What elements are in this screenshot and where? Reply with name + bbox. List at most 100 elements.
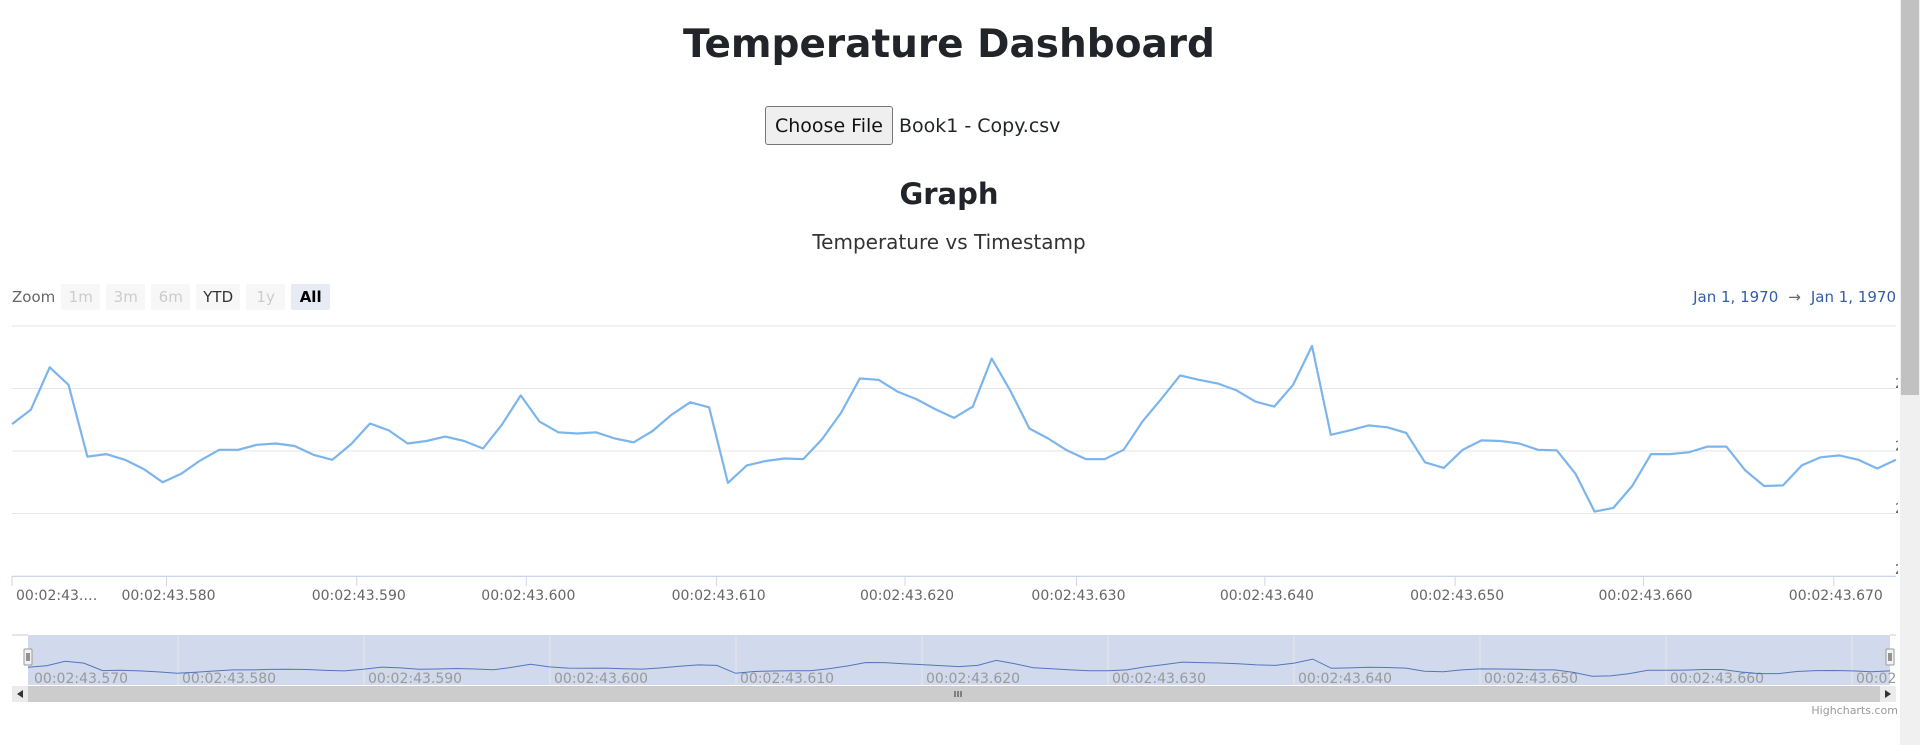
data-point[interactable] [29,408,33,412]
data-point[interactable] [443,435,447,439]
data-point[interactable] [519,393,523,397]
data-point[interactable] [952,416,956,420]
data-point[interactable] [1084,457,1088,461]
data-point[interactable] [1517,442,1521,446]
data-point[interactable] [594,430,598,434]
navigator-handle-left[interactable] [24,649,32,665]
data-point[interactable] [971,405,975,409]
data-point[interactable] [406,442,410,446]
data-point[interactable] [311,453,315,457]
data-point[interactable] [67,383,71,387]
range-button-3m[interactable]: 3m [106,284,145,310]
data-point[interactable] [1442,466,1446,470]
data-point[interactable] [1536,448,1540,452]
data-point[interactable] [368,422,372,426]
data-point[interactable] [1781,483,1785,487]
data-point[interactable] [1329,433,1333,437]
data-point[interactable] [990,357,994,361]
data-point[interactable] [1027,427,1031,431]
data-point[interactable] [1385,425,1389,429]
data-point[interactable] [142,467,146,471]
data-point[interactable] [914,397,918,401]
data-point[interactable] [198,458,202,462]
data-point[interactable] [85,455,89,459]
data-point[interactable] [1216,382,1220,386]
data-point[interactable] [424,439,428,443]
data-point[interactable] [1348,428,1352,432]
data-point[interactable] [1178,373,1182,377]
data-point[interactable] [933,407,937,411]
data-point[interactable] [1366,423,1370,427]
data-point[interactable] [1819,455,1823,459]
data-point[interactable] [236,448,240,452]
data-point[interactable] [1706,445,1710,449]
navigator-handle-right[interactable] [1886,649,1894,665]
data-point[interactable] [1009,389,1013,393]
data-point[interactable] [575,432,579,436]
data-point[interactable] [1197,378,1201,382]
data-point[interactable] [1480,438,1484,442]
data-point[interactable] [1103,457,1107,461]
data-point[interactable] [1649,452,1653,456]
data-point[interactable] [538,420,542,424]
data-point[interactable] [1461,448,1465,452]
data-point[interactable] [556,430,560,434]
data-point[interactable] [1800,463,1804,467]
data-point[interactable] [10,422,14,426]
data-point[interactable] [839,411,843,415]
data-point[interactable] [1611,506,1615,510]
data-point[interactable] [1630,484,1634,488]
data-point[interactable] [1122,448,1126,452]
data-point[interactable] [782,457,786,461]
data-point[interactable] [293,444,297,448]
data-point[interactable] [726,481,730,485]
data-point[interactable] [1875,467,1879,471]
data-point[interactable] [1574,472,1578,476]
data-point[interactable] [764,459,768,463]
data-point[interactable] [632,440,636,444]
navigator-handle-right-grip[interactable] [1886,649,1894,665]
navigator-handle-left-grip[interactable] [24,649,32,665]
range-to-date[interactable]: Jan 1, 1970 [1811,288,1896,306]
chart-scrollbar-thumb[interactable] [28,686,1880,702]
data-point[interactable] [1065,448,1069,452]
data-point[interactable] [877,378,881,382]
data-point[interactable] [481,447,485,451]
data-point[interactable] [651,429,655,433]
data-point[interactable] [1894,458,1898,462]
data-point[interactable] [104,452,108,456]
data-point[interactable] [1837,453,1841,457]
data-point[interactable] [1404,431,1408,435]
data-point[interactable] [274,442,278,446]
data-point[interactable] [462,439,466,443]
data-point[interactable] [330,458,334,462]
data-point[interactable] [1046,437,1050,441]
data-point[interactable] [1423,460,1427,464]
page-scrollbar[interactable] [1900,0,1920,745]
range-button-6m[interactable]: 6m [151,284,190,310]
data-point[interactable] [161,480,165,484]
data-point[interactable] [48,365,52,369]
data-point[interactable] [1593,510,1597,514]
data-point[interactable] [895,390,899,394]
data-point[interactable] [1687,450,1691,454]
data-point[interactable] [217,448,221,452]
range-from-date[interactable]: Jan 1, 1970 [1693,288,1778,306]
data-point[interactable] [1762,484,1766,488]
data-point[interactable] [180,472,184,476]
data-point[interactable] [858,377,862,381]
data-point[interactable] [1668,452,1672,456]
data-point[interactable] [613,437,617,441]
data-point[interactable] [1159,397,1163,401]
data-point[interactable] [1555,448,1559,452]
data-point[interactable] [745,463,749,467]
data-point[interactable] [1310,344,1314,348]
data-point[interactable] [1498,439,1502,443]
range-button-ytd[interactable]: YTD [196,284,240,310]
range-button-all[interactable]: All [291,284,330,310]
range-button-1m[interactable]: 1m [61,284,100,310]
data-point[interactable] [1856,458,1860,462]
data-point[interactable] [801,457,805,461]
data-point[interactable] [1743,468,1747,472]
data-point[interactable] [820,437,824,441]
